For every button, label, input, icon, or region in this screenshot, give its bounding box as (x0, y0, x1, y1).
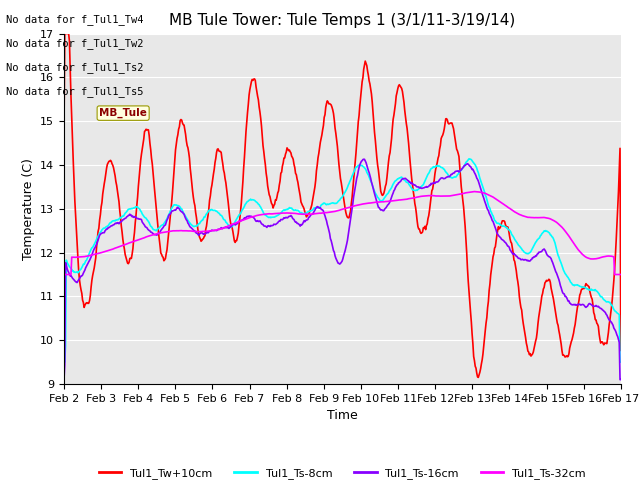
Text: No data for f_Tul1_Ts5: No data for f_Tul1_Ts5 (6, 86, 144, 97)
Text: No data for f_Tul1_Ts2: No data for f_Tul1_Ts2 (6, 62, 144, 73)
Title: MB Tule Tower: Tule Temps 1 (3/1/11-3/19/14): MB Tule Tower: Tule Temps 1 (3/1/11-3/19… (169, 13, 516, 28)
Text: No data for f_Tul1_Tw4: No data for f_Tul1_Tw4 (6, 14, 144, 25)
Text: No data for f_Tul1_Tw2: No data for f_Tul1_Tw2 (6, 38, 144, 49)
Legend: Tul1_Tw+10cm, Tul1_Ts-8cm, Tul1_Ts-16cm, Tul1_Ts-32cm: Tul1_Tw+10cm, Tul1_Ts-8cm, Tul1_Ts-16cm,… (94, 464, 590, 480)
Text: MB_Tule: MB_Tule (99, 108, 147, 118)
X-axis label: Time: Time (327, 409, 358, 422)
Y-axis label: Temperature (C): Temperature (C) (22, 158, 35, 260)
